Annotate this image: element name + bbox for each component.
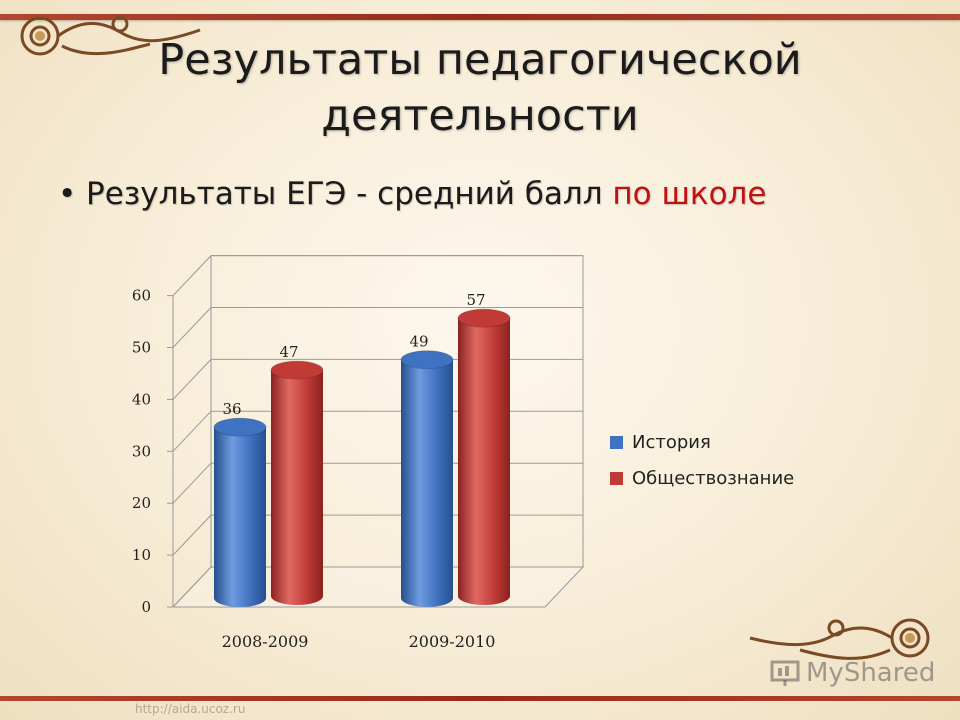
- legend-item-social-studies: Обществознание: [610, 460, 794, 496]
- gridline-side: [172, 566, 212, 608]
- bottom-frame-line: [0, 696, 960, 701]
- data-label-social-studies-2008-2009: 47: [279, 343, 298, 361]
- top-frame-line: [0, 14, 960, 20]
- legend-swatch-social-studies: [610, 471, 623, 485]
- bar-top-social-studies-2008-2009: [270, 360, 324, 380]
- y-tick-label: 50: [132, 339, 151, 357]
- bar-social-studies-2009-2010: [458, 318, 510, 605]
- chart-legend: История Обществознание: [610, 424, 794, 496]
- y-tick-label: 0: [141, 598, 151, 616]
- bar-top-social-studies-2009-2010: [457, 308, 511, 328]
- y-tick-label: 30: [132, 442, 151, 460]
- y-tick-label: 10: [132, 546, 151, 564]
- watermark-logo: MyShared: [770, 658, 935, 688]
- data-label-social-studies-2009-2010: 57: [466, 291, 485, 309]
- title-line-1: Результаты педагогической: [158, 35, 802, 85]
- x-tick-label: 2008-2009: [222, 632, 309, 651]
- corner-ornament-top-left: [20, 15, 201, 56]
- legend-item-history: История: [610, 424, 794, 460]
- gridline-side: [172, 255, 212, 296]
- bar-social-studies-2008-2009: [271, 370, 323, 605]
- gridline-side: [172, 514, 212, 556]
- presentation-icon: [770, 660, 800, 686]
- slide-title: Результаты педагогической деятельности: [0, 32, 960, 144]
- bullet-dot: •: [58, 176, 77, 212]
- y-tick-label: 40: [132, 390, 151, 408]
- bullet-highlight-text: по школе: [612, 176, 767, 212]
- bar-top-history-2009-2010: [400, 350, 454, 370]
- watermark-text: MyShared: [806, 658, 936, 688]
- bar-top-history-2008-2009: [213, 417, 267, 437]
- y-tick-label: 60: [132, 287, 151, 305]
- title-line-2: деятельности: [321, 91, 639, 141]
- bullet-text: Результаты ЕГЭ - средний балл: [86, 176, 613, 212]
- legend-label-history: История: [632, 431, 711, 453]
- gridline-side: [172, 462, 212, 504]
- data-label-history-2008-2009: 36: [222, 400, 241, 418]
- gridline-side: [172, 359, 212, 400]
- legend-swatch-history: [610, 435, 623, 449]
- x-tick-label: 2009-2010: [409, 632, 496, 651]
- bar-history-2008-2009: [214, 427, 266, 607]
- data-label-history-2009-2010: 49: [409, 333, 428, 351]
- source-url: http://aida.ucoz.ru: [135, 702, 246, 716]
- gridline-side: [172, 410, 212, 452]
- corner-ornament-bottom-right: [749, 618, 930, 660]
- y-tick-label: 20: [132, 494, 151, 512]
- legend-label-social-studies: Обществознание: [632, 467, 795, 489]
- bar-history-2009-2010: [401, 359, 453, 607]
- gridline-side: [172, 307, 212, 348]
- bullet-item: • Результаты ЕГЭ - средний балл по школе: [58, 176, 766, 212]
